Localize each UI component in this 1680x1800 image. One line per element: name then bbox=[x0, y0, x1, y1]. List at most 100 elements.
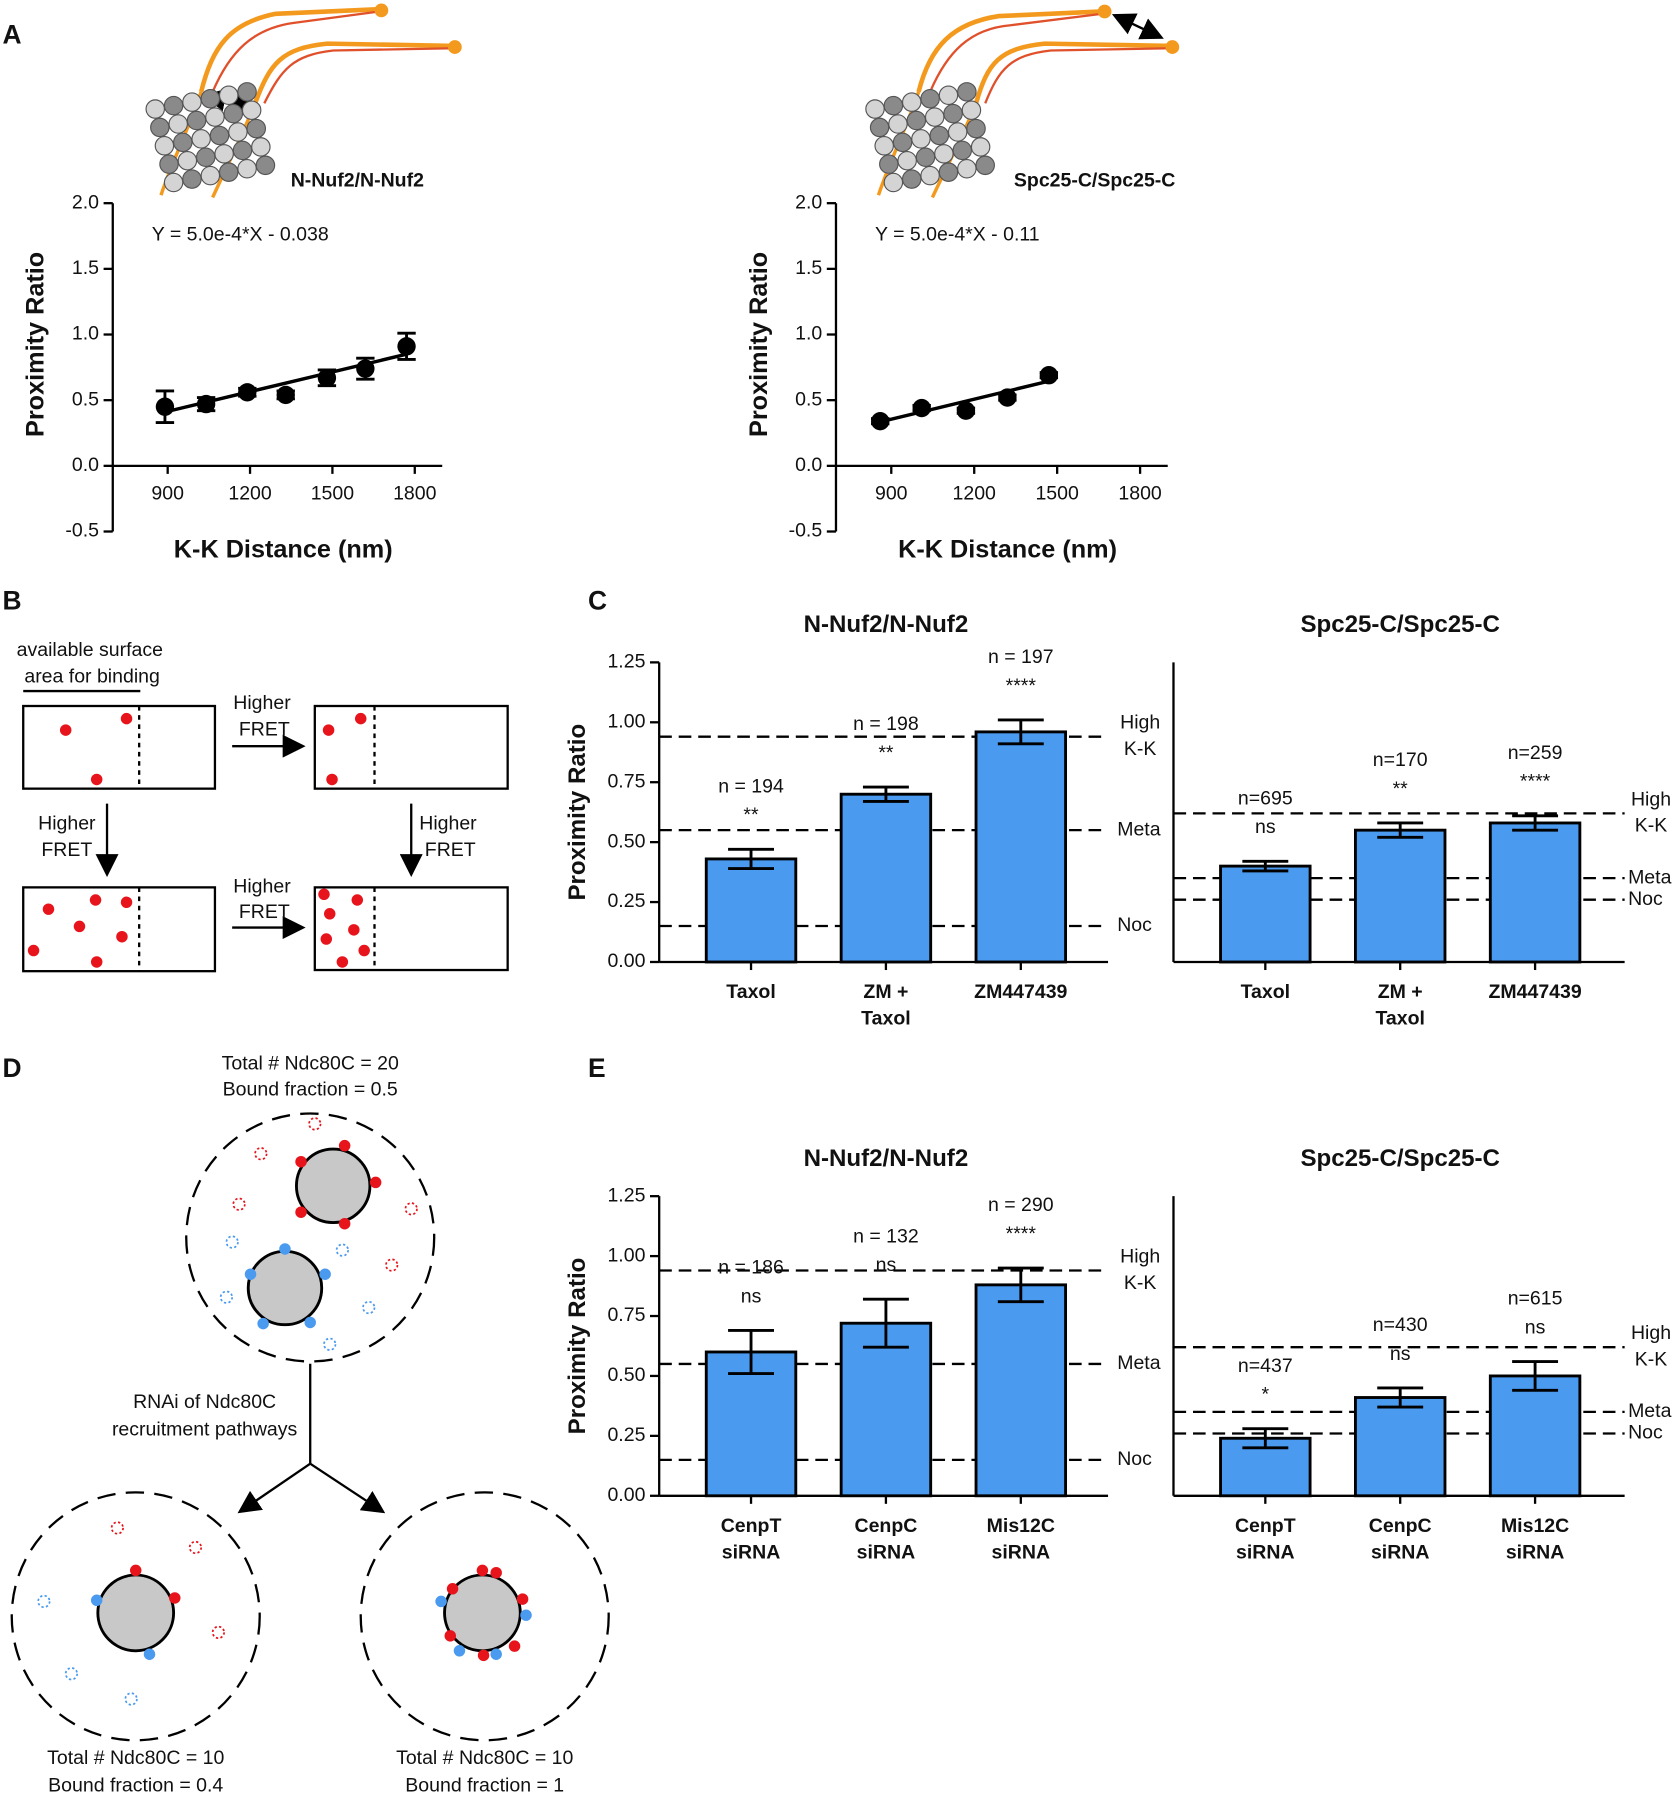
caption: area for binding bbox=[24, 665, 160, 687]
error-bar bbox=[1512, 1360, 1559, 1392]
lattice-subunit bbox=[205, 107, 225, 127]
lattice-subunit bbox=[237, 158, 257, 179]
point bbox=[1039, 366, 1059, 385]
error-bar bbox=[728, 847, 774, 870]
n-label: n=170 bbox=[1373, 749, 1428, 771]
x-tick-label: siRNA bbox=[1506, 1541, 1565, 1563]
x-tick-label: 900 bbox=[875, 483, 908, 505]
y-tick-label: 1.0 bbox=[795, 323, 822, 345]
reference-label: Noc bbox=[1628, 888, 1663, 910]
x-tick-label: CenpC bbox=[1369, 1515, 1432, 1537]
x-tick-label: CenpC bbox=[854, 1515, 917, 1537]
lattice-subunit bbox=[214, 144, 234, 164]
x-tick-label: ZM + bbox=[1378, 981, 1423, 1003]
significance: ns bbox=[876, 1254, 897, 1276]
x-tick-label: siRNA bbox=[1371, 1541, 1430, 1563]
panel-label: D bbox=[3, 1053, 22, 1083]
panel-label: B bbox=[3, 586, 22, 616]
lattice-subunit bbox=[163, 172, 184, 193]
n-label: n = 197 bbox=[988, 646, 1054, 668]
y-tick-label: 0.75 bbox=[607, 770, 645, 792]
lattice-subunit bbox=[934, 144, 954, 164]
structure-label: Spc25-C/Spc25-C bbox=[1014, 170, 1175, 192]
lattice-subunit bbox=[874, 136, 894, 156]
n-label: n = 132 bbox=[853, 1225, 919, 1247]
caption: available surface bbox=[17, 639, 163, 661]
y-tick-label: 1.5 bbox=[795, 257, 822, 279]
point bbox=[871, 412, 890, 431]
significance: * bbox=[1262, 1384, 1270, 1406]
point bbox=[317, 368, 337, 388]
error-bar bbox=[997, 718, 1044, 746]
y-tick-label: 2.0 bbox=[795, 191, 822, 213]
x-tick-label: CenpT bbox=[1235, 1515, 1296, 1537]
bar bbox=[1488, 1374, 1582, 1498]
y-tick-label: 2.0 bbox=[72, 191, 99, 213]
y-tick-label: 1.0 bbox=[72, 323, 99, 345]
point bbox=[196, 394, 216, 414]
lattice-subunit bbox=[888, 114, 908, 134]
point bbox=[956, 401, 976, 420]
lattice-subunit bbox=[200, 165, 221, 186]
arrow-label: FRET bbox=[239, 901, 290, 923]
lattice-subunit bbox=[897, 150, 917, 171]
error-bar bbox=[1242, 859, 1289, 873]
n-label: n=437 bbox=[1238, 1355, 1293, 1377]
arrow-label: FRET bbox=[425, 839, 476, 861]
reference-label: Meta bbox=[1628, 1400, 1672, 1422]
significance: ns bbox=[1255, 816, 1276, 838]
y-tick-label: 0.25 bbox=[607, 1424, 645, 1446]
lattice-subunit bbox=[975, 155, 995, 176]
x-tick-label: 900 bbox=[151, 483, 184, 505]
lattice-subunit bbox=[218, 85, 239, 106]
x-tick-label: siRNA bbox=[992, 1541, 1051, 1563]
lattice-subunit bbox=[223, 103, 244, 124]
structure-label: N-Nuf2/N-Nuf2 bbox=[291, 170, 424, 192]
lattice-subunit bbox=[970, 137, 991, 157]
point bbox=[238, 383, 257, 402]
equation: Y = 5.0e-4*X - 0.11 bbox=[875, 223, 1040, 245]
significance: **** bbox=[1006, 675, 1037, 697]
lattice-subunit bbox=[191, 129, 211, 149]
arrow-label: Higher bbox=[233, 692, 291, 714]
lattice-subunit bbox=[883, 172, 904, 193]
diagram-text: Total # Ndc80C = 20 bbox=[222, 1052, 399, 1074]
reference-label: High bbox=[1120, 1245, 1160, 1267]
reference-label: K-K bbox=[1635, 1349, 1668, 1371]
x-tick-label: 1500 bbox=[311, 483, 355, 505]
arrow-label: FRET bbox=[41, 839, 92, 861]
y-tick-label: 0.5 bbox=[795, 388, 822, 410]
x-tick-label: Taxol bbox=[861, 1008, 910, 1030]
n-label: n=615 bbox=[1508, 1288, 1563, 1310]
fit-line bbox=[877, 378, 1053, 425]
x-tick-label: 1800 bbox=[1118, 483, 1162, 505]
arrow-label: Higher bbox=[233, 876, 291, 898]
lattice-subunit bbox=[920, 88, 940, 109]
y-tick-label: 0.0 bbox=[72, 454, 99, 476]
x-axis-label: K-K Distance (nm) bbox=[174, 536, 393, 564]
point bbox=[397, 337, 416, 356]
lattice-subunit bbox=[947, 122, 968, 142]
x-tick-label: Taxol bbox=[726, 981, 775, 1003]
n-label: n = 198 bbox=[853, 713, 919, 735]
lattice-subunit bbox=[929, 125, 950, 146]
panel-label: C bbox=[588, 586, 607, 616]
lattice-subunit bbox=[173, 132, 193, 153]
y-tick-label: 0.50 bbox=[607, 1364, 645, 1386]
lattice-subunit bbox=[182, 92, 202, 112]
x-tick-label: CenpT bbox=[721, 1515, 782, 1537]
lattice-subunit bbox=[218, 162, 239, 182]
y-axis-label: Proximity Ratio bbox=[564, 1258, 591, 1435]
panel-label: A bbox=[3, 20, 22, 50]
lattice-subunit bbox=[154, 136, 175, 156]
diagram-text: recruitment pathways bbox=[112, 1419, 298, 1441]
bar bbox=[839, 792, 933, 964]
error-bar bbox=[1242, 1427, 1289, 1450]
lattice-subunit bbox=[957, 82, 977, 102]
chart-title: N-Nuf2/N-Nuf2 bbox=[804, 611, 969, 638]
bar bbox=[704, 857, 798, 964]
bar bbox=[974, 1283, 1068, 1498]
significance: ns bbox=[1525, 1316, 1546, 1338]
error-bar bbox=[1377, 1386, 1424, 1409]
